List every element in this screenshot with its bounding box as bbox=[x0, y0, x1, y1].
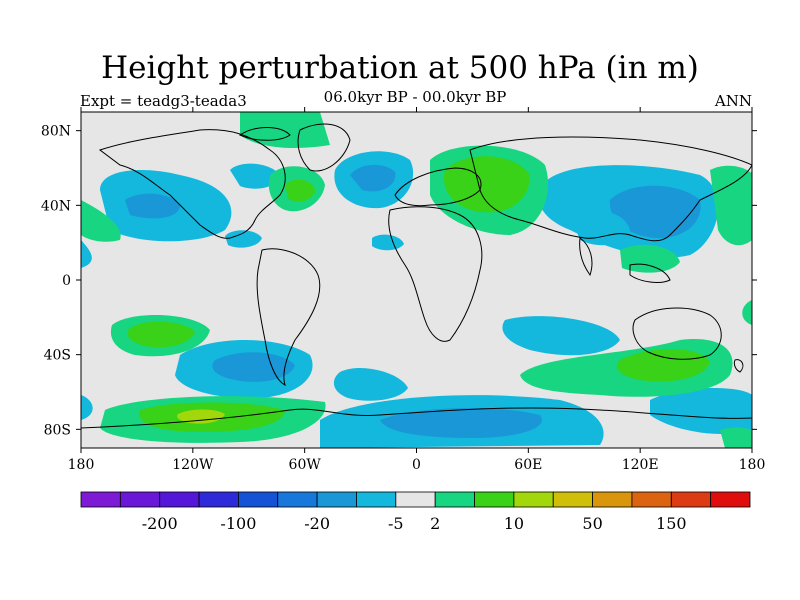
neg-region-spw bbox=[81, 395, 93, 420]
colorbar-swatch bbox=[159, 491, 200, 508]
y-axis-ticks: 80N 40N 0 40S 80S bbox=[41, 124, 757, 438]
colorbar-swatch bbox=[119, 491, 161, 508]
colorbar-label: 150 bbox=[656, 514, 687, 533]
chart-subtitle: 06.0kyr BP - 00.0kyr BP bbox=[323, 88, 507, 106]
neg-region-eatl bbox=[372, 234, 404, 251]
neg-region-canada bbox=[230, 163, 280, 189]
colorbar-label: -200 bbox=[142, 514, 178, 533]
neg-core-asia bbox=[609, 185, 701, 239]
y-tick-label: 40N bbox=[41, 198, 71, 214]
colorbar-swatch bbox=[80, 491, 121, 508]
x-tick-label: 60W bbox=[289, 457, 322, 473]
pos-region-neast bbox=[742, 300, 752, 325]
x-tick-label: 0 bbox=[412, 457, 421, 473]
neg-region-satl bbox=[333, 367, 408, 401]
y-tick-label: 0 bbox=[62, 273, 71, 289]
neg-core-spacific bbox=[212, 352, 295, 382]
colorbar-label: -5 bbox=[388, 514, 404, 533]
colorbar bbox=[80, 491, 751, 508]
colorbar-swatch bbox=[710, 491, 751, 508]
neg-region-wedge bbox=[81, 240, 92, 268]
pos-region-epac-n bbox=[710, 165, 752, 246]
pos-core2-antarctic-w bbox=[177, 409, 225, 424]
colorbar-swatch bbox=[513, 491, 554, 508]
neg-region-mideast bbox=[570, 210, 630, 246]
colorbar-swatch bbox=[238, 491, 279, 508]
pos-region-arctic bbox=[240, 112, 330, 148]
pos-core-australia bbox=[616, 348, 710, 382]
colorbar-label: 2 bbox=[430, 514, 440, 533]
season-label: ANN bbox=[714, 92, 752, 110]
colorbar-swatch bbox=[395, 491, 436, 508]
pos-region-indonesia bbox=[620, 244, 680, 273]
colorbar-swatch bbox=[434, 491, 475, 508]
experiment-label: Expt = teadg3-teada3 bbox=[80, 92, 247, 110]
colorbar-label: -100 bbox=[220, 514, 256, 533]
colorbar-labels: -200 -100 -20 -5 2 10 50 150 bbox=[142, 514, 687, 533]
pos-core-europe bbox=[444, 156, 530, 213]
colorbar-label: 50 bbox=[582, 514, 602, 533]
y-tick-label: 40S bbox=[44, 348, 71, 364]
y-tick-label: 80N bbox=[41, 124, 71, 140]
colorbar-swatch bbox=[592, 491, 633, 508]
chart-title: Height perturbation at 500 hPa (in m) bbox=[101, 50, 699, 86]
pos-core-spacific-n bbox=[127, 321, 195, 348]
x-tick-label: 180 bbox=[739, 457, 766, 473]
y-tick-label: 80S bbox=[44, 422, 71, 438]
x-tick-label: 120E bbox=[622, 457, 659, 473]
colorbar-swatch bbox=[277, 491, 318, 508]
colorbar-swatch bbox=[670, 491, 712, 508]
neg-core-antarctic bbox=[380, 408, 542, 438]
pos-core-greenland bbox=[285, 179, 315, 202]
colorbar-swatch bbox=[356, 491, 397, 508]
neg-region-sindian bbox=[502, 316, 620, 356]
colorbar-label: 10 bbox=[504, 514, 524, 533]
neg-region-sopac bbox=[650, 388, 752, 435]
coastlines bbox=[81, 123, 752, 429]
colorbar-swatch bbox=[552, 491, 593, 508]
neg-core-npacific bbox=[125, 193, 180, 219]
colorbar-swatch bbox=[474, 491, 515, 508]
neg-region-carib bbox=[225, 230, 262, 248]
colorbar-swatch bbox=[198, 491, 239, 508]
colorbar-swatch bbox=[631, 491, 672, 508]
x-axis-ticks: 180 120W 60W 0 60E 120E 180 bbox=[68, 107, 766, 473]
neg-core-natlantic bbox=[350, 164, 396, 192]
pos-region-wpacific bbox=[81, 200, 121, 242]
colorbar-label: -20 bbox=[304, 514, 330, 533]
pos-region-sopac-e bbox=[720, 427, 752, 448]
x-tick-label: 120W bbox=[172, 457, 214, 473]
x-tick-label: 180 bbox=[68, 457, 95, 473]
x-tick-label: 60E bbox=[514, 457, 542, 473]
colorbar-swatch bbox=[316, 491, 357, 508]
